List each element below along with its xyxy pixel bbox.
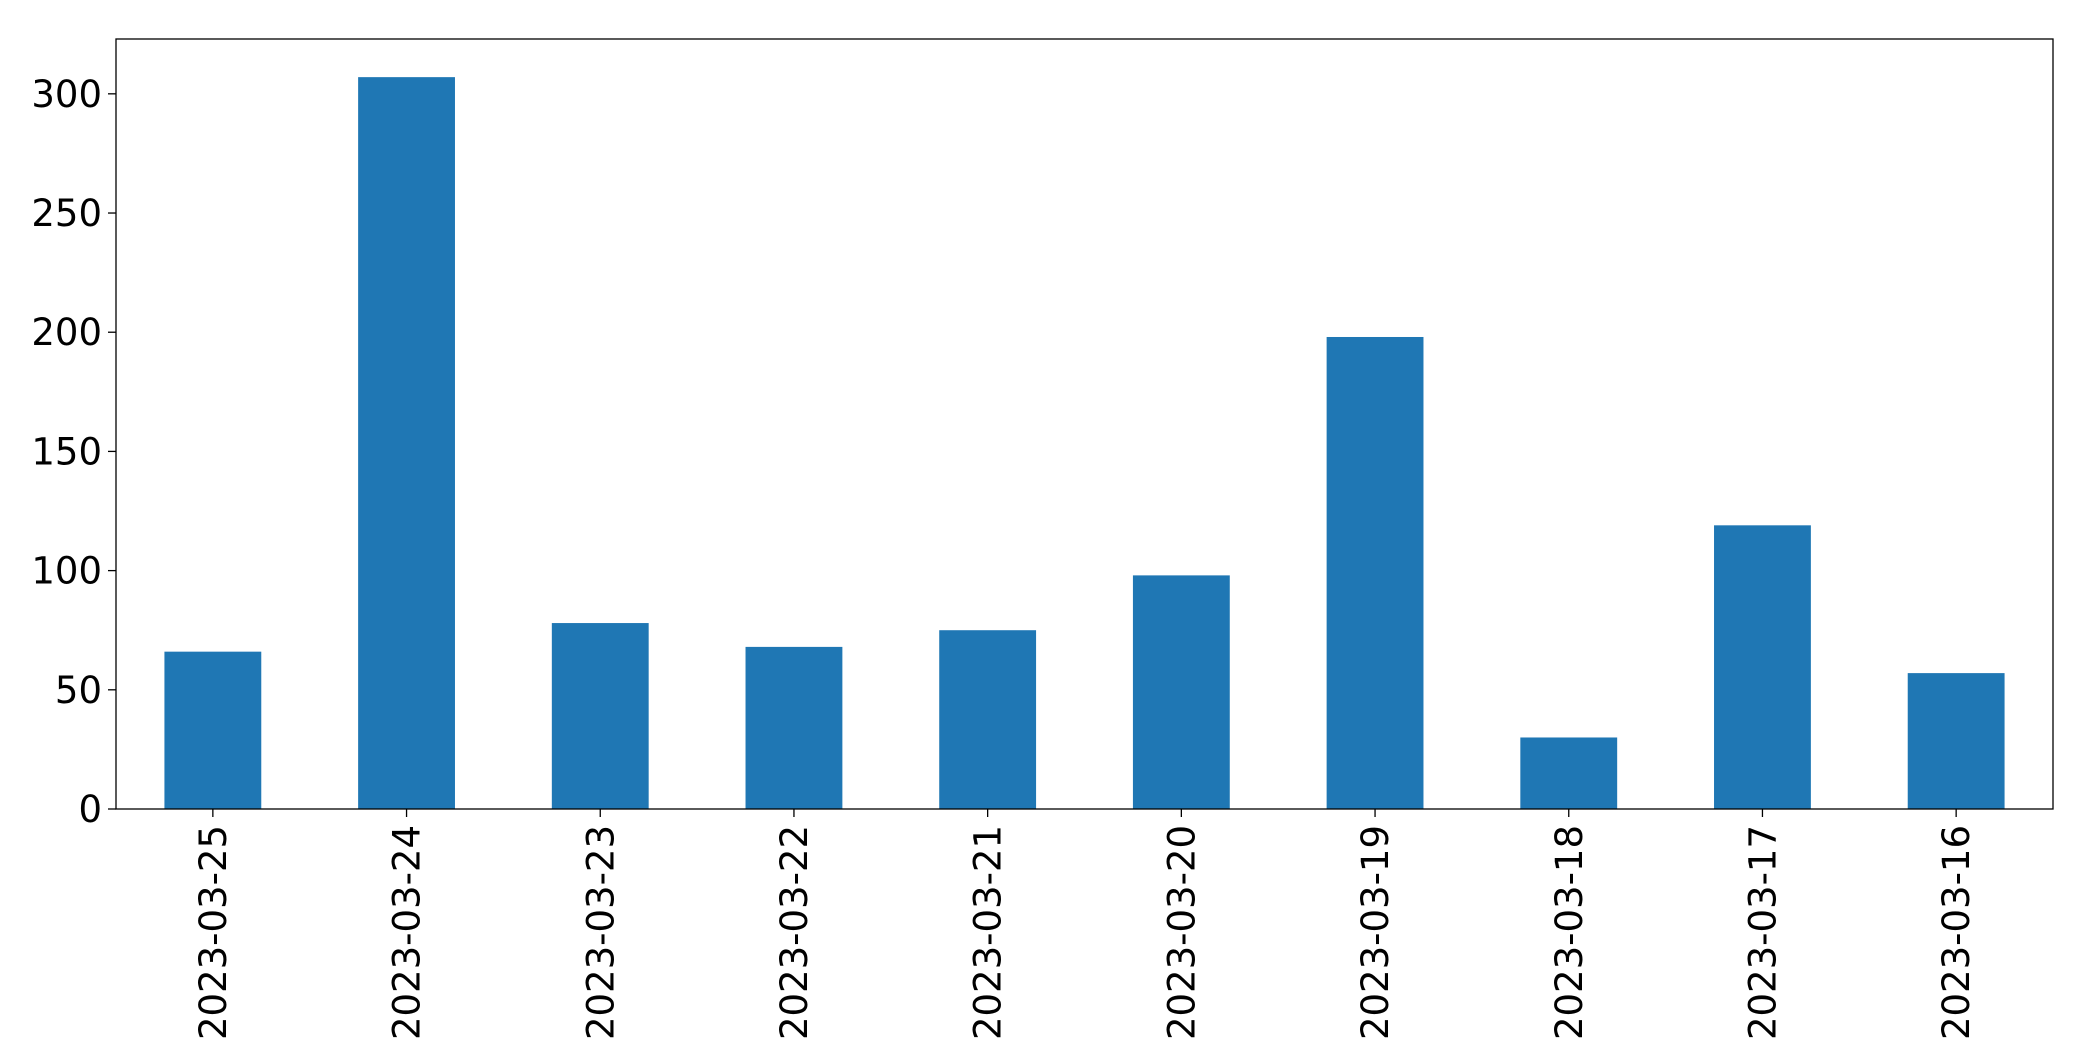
- bar: [1520, 737, 1618, 809]
- bar: [1326, 336, 1424, 809]
- y-tick-label: 250: [31, 192, 102, 235]
- x-tick-label: 2023-03-16: [1935, 825, 1978, 1040]
- bar: [1132, 575, 1230, 809]
- bar: [745, 646, 843, 809]
- y-tick-label: 200: [31, 311, 102, 354]
- x-tick-label: 2023-03-21: [967, 825, 1010, 1040]
- y-tick-label: 150: [31, 430, 102, 473]
- x-tick-label: 2023-03-23: [579, 825, 622, 1040]
- bar: [164, 651, 262, 809]
- bar: [358, 77, 455, 810]
- bar: [1907, 673, 2005, 809]
- y-tick-label: 300: [31, 73, 102, 116]
- plot-frame: [115, 38, 2054, 810]
- x-tick-label: 2023-03-19: [1354, 825, 1397, 1040]
- bar: [939, 630, 1037, 809]
- x-tick-label: 2023-03-20: [1160, 825, 1203, 1040]
- bar: [551, 623, 649, 809]
- y-tick-label: 50: [55, 669, 102, 712]
- x-tick-label: 2023-03-22: [773, 825, 816, 1040]
- bar: [1714, 525, 1811, 809]
- x-tick-label: 2023-03-25: [192, 825, 235, 1040]
- x-tick-label: 2023-03-24: [386, 825, 429, 1040]
- x-tick-label: 2023-03-18: [1548, 825, 1591, 1040]
- x-tick-label: 2023-03-17: [1741, 825, 1784, 1040]
- y-tick-label: 100: [31, 550, 102, 593]
- y-tick-label: 0: [78, 788, 102, 831]
